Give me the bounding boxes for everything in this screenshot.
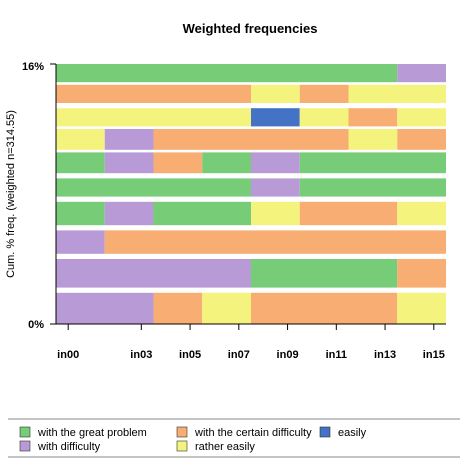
bar-segment-rather-easily xyxy=(397,108,446,127)
bar-row-8 xyxy=(56,230,446,254)
x-tick-labels: in00 in03 in05 in07 in09 in11 in13 in15 xyxy=(57,324,445,361)
chart-title: Weighted frequencies xyxy=(183,21,318,36)
bar-row-4 xyxy=(56,129,446,150)
bar-row-10 xyxy=(56,292,446,324)
bar-segment-certain-difficulty xyxy=(251,292,398,324)
bar-segment-rather-easily xyxy=(56,129,105,150)
legend-swatch-certain-difficulty xyxy=(176,426,188,438)
bar-segment-difficulty xyxy=(56,230,105,254)
bar-segment-great-problem xyxy=(202,152,251,174)
bar-segment-great-problem xyxy=(153,201,251,226)
x-tick-label-in03: in03 xyxy=(130,349,152,361)
bar-row-3 xyxy=(56,108,446,127)
legend-swatch-great-problem xyxy=(19,426,31,438)
x-tick-label-in13: in13 xyxy=(374,349,396,361)
bar-segment-great-problem xyxy=(299,152,446,174)
bar-segment-difficulty xyxy=(104,129,154,150)
bar-segment-rather-easily xyxy=(299,108,349,127)
bar-segment-difficulty xyxy=(104,201,154,226)
x-tick-label-in05: in05 xyxy=(179,349,201,361)
legend-swatch-difficulty xyxy=(19,440,31,452)
y-tick-label-bottom: 0% xyxy=(28,319,44,331)
bar-segment-easily xyxy=(251,108,300,127)
bar-segment-certain-difficulty xyxy=(397,129,446,150)
x-tick-label-in07: in07 xyxy=(228,349,250,361)
bar-segment-certain-difficulty xyxy=(397,259,446,288)
bar-segment-difficulty xyxy=(397,64,446,83)
x-tick-label-in11: in11 xyxy=(326,349,347,361)
bar-segment-great-problem xyxy=(251,259,398,288)
legend-swatch-easily xyxy=(319,426,331,438)
bar-segment-rather-easily xyxy=(348,129,398,150)
bar-segment-difficulty xyxy=(251,178,300,197)
y-axis-label: Cum. % freq. (weighted n=314.55) xyxy=(5,110,17,278)
bar-row-1 xyxy=(56,64,446,83)
legend-label-difficulty: with difficulty xyxy=(37,441,101,453)
bar-segment-rather-easily xyxy=(397,201,446,226)
bar-segment-certain-difficulty xyxy=(153,152,203,174)
bar-row-7 xyxy=(56,201,446,226)
bar-segment-certain-difficulty xyxy=(348,108,398,127)
bar-row-2 xyxy=(56,84,446,103)
bar-rows xyxy=(56,64,446,324)
bar-segment-certain-difficulty xyxy=(104,230,446,254)
bar-segment-rather-easily xyxy=(348,84,446,103)
bar-segment-rather-easily xyxy=(56,108,251,127)
legend-label-rather-easily: rather easily xyxy=(195,441,255,453)
bar-segment-difficulty xyxy=(56,259,251,288)
y-tick-label-top: 16% xyxy=(22,61,44,73)
legend-label-great-problem: with the great problem xyxy=(37,427,147,439)
plot-area xyxy=(50,63,446,325)
bar-segment-great-problem xyxy=(56,201,105,226)
x-tick-label-in09: in09 xyxy=(277,349,299,361)
bar-row-5 xyxy=(56,152,446,174)
bar-segment-rather-easily xyxy=(251,84,300,103)
bar-segment-difficulty xyxy=(56,292,154,324)
bar-segment-rather-easily xyxy=(251,201,300,226)
bar-segment-great-problem xyxy=(56,64,398,83)
x-tick-label-in15: in15 xyxy=(423,349,445,361)
bar-segment-certain-difficulty xyxy=(299,84,349,103)
bar-segment-rather-easily xyxy=(202,292,251,324)
bar-segment-certain-difficulty xyxy=(299,201,398,226)
bar-segment-certain-difficulty xyxy=(153,292,203,324)
legend-swatch-rather-easily xyxy=(176,440,188,452)
legend: with the great problem with the certain … xyxy=(8,418,460,458)
bar-row-6 xyxy=(56,178,446,197)
bar-row-9 xyxy=(56,259,446,288)
legend-label-certain-difficulty: with the certain difficulty xyxy=(194,427,312,439)
bar-segment-great-problem xyxy=(299,178,446,197)
bar-segment-difficulty xyxy=(104,152,154,174)
bar-segment-rather-easily xyxy=(397,292,446,324)
bar-segment-certain-difficulty xyxy=(153,129,349,150)
bar-segment-difficulty xyxy=(251,152,300,174)
bar-segment-certain-difficulty xyxy=(56,84,251,103)
x-tick-label-in00: in00 xyxy=(57,349,79,361)
legend-label-easily: easily xyxy=(338,427,367,439)
bar-segment-great-problem xyxy=(56,152,105,174)
bar-segment-great-problem xyxy=(56,178,251,197)
